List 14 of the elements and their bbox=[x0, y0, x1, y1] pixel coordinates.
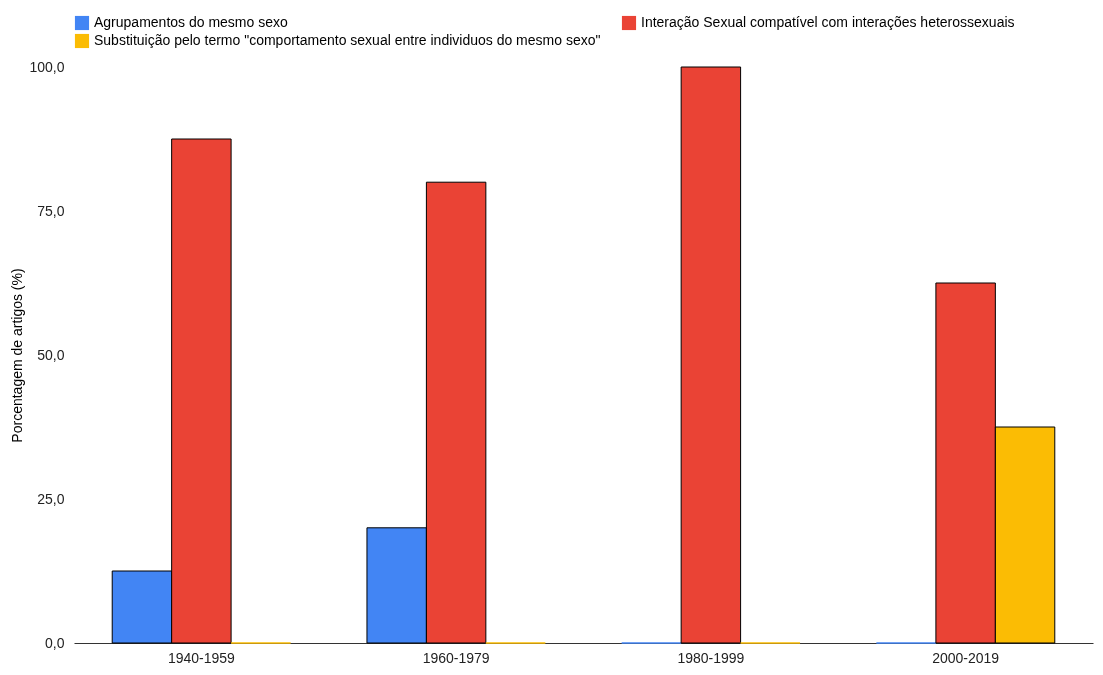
x-tick-label: 1960-1979 bbox=[422, 649, 490, 666]
y-tick-label: 100,0 bbox=[29, 58, 65, 75]
y-tick-label: 75,0 bbox=[37, 202, 65, 219]
x-tick-label: 1940-1959 bbox=[167, 649, 236, 666]
bar bbox=[680, 66, 742, 644]
x-tick-label: 1980-1999 bbox=[677, 649, 745, 666]
x-tick-label: 2000-2019 bbox=[932, 649, 1000, 666]
legend-label: Substituição pelo termo "comportamento sexual entre individuos do mesmo sexo" bbox=[94, 32, 601, 48]
y-tick-label: 25,0 bbox=[37, 490, 65, 507]
y-tick-label: 50,0 bbox=[37, 346, 65, 363]
y-tick-label: 0,0 bbox=[45, 634, 65, 651]
y-axis-title: Porcentagem de artigos (%) bbox=[9, 268, 26, 443]
legend-label: Interação Sexual compatível com interações heterossexuais bbox=[641, 14, 1015, 30]
legend-label: Agrupamentos do mesmo sexo bbox=[94, 14, 288, 30]
